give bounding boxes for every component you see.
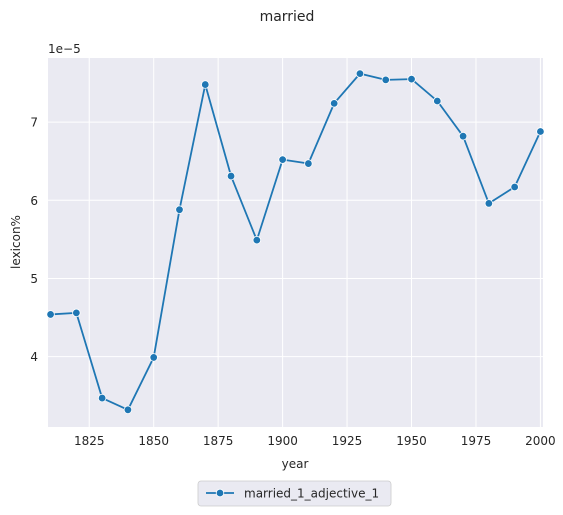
data-point	[536, 127, 545, 136]
data-point	[97, 393, 107, 403]
legend: married_1_adjective_1	[197, 480, 392, 507]
data-point	[149, 353, 158, 362]
data-point	[355, 69, 365, 78]
y-tick-label: 5	[30, 272, 38, 286]
y-tick-label: 6	[30, 194, 38, 208]
data-point	[123, 405, 133, 415]
data-point	[278, 155, 287, 164]
data-point	[226, 171, 236, 181]
data-point	[175, 205, 184, 214]
x-tick-label: 1975	[461, 434, 492, 448]
x-tick-label: 1950	[396, 434, 427, 448]
data-point	[484, 199, 494, 208]
x-tick-label: 1925	[332, 434, 363, 448]
chart-title: married	[260, 9, 315, 25]
y-axis-label: lexicon%	[9, 215, 23, 269]
x-tick-label: 1825	[74, 434, 105, 448]
y-tick-label: 4	[30, 350, 38, 364]
y-tick-label: 7	[30, 116, 38, 130]
data-point	[381, 75, 390, 85]
grid	[48, 58, 543, 427]
x-axis-label: year	[282, 457, 309, 471]
legend-frame	[197, 480, 392, 507]
y-offset-label: 1e−5	[48, 42, 81, 56]
data-point	[201, 80, 210, 89]
plot-area	[48, 58, 543, 427]
data-point	[72, 308, 81, 318]
series-layer	[46, 69, 545, 415]
data-point	[46, 310, 55, 319]
legend-marker-swatch	[215, 488, 225, 498]
data-point	[510, 182, 519, 192]
data-point	[329, 99, 339, 108]
data-point	[304, 159, 313, 168]
series-line	[50, 72, 542, 411]
data-point	[252, 235, 262, 245]
x-tick-label: 2000	[525, 434, 556, 448]
x-tick-label: 1900	[267, 434, 298, 448]
data-point	[433, 96, 442, 106]
x-tick-label: 1875	[203, 434, 234, 448]
data-point	[407, 74, 416, 84]
x-tick-label: 1850	[138, 434, 169, 448]
tick-labels: 1825 1850 1875 1900 1925 1950 1975 2000 4 5 6 7	[30, 116, 555, 448]
data-point	[458, 131, 468, 141]
legend-label: married_1_adjective_1	[244, 487, 379, 501]
